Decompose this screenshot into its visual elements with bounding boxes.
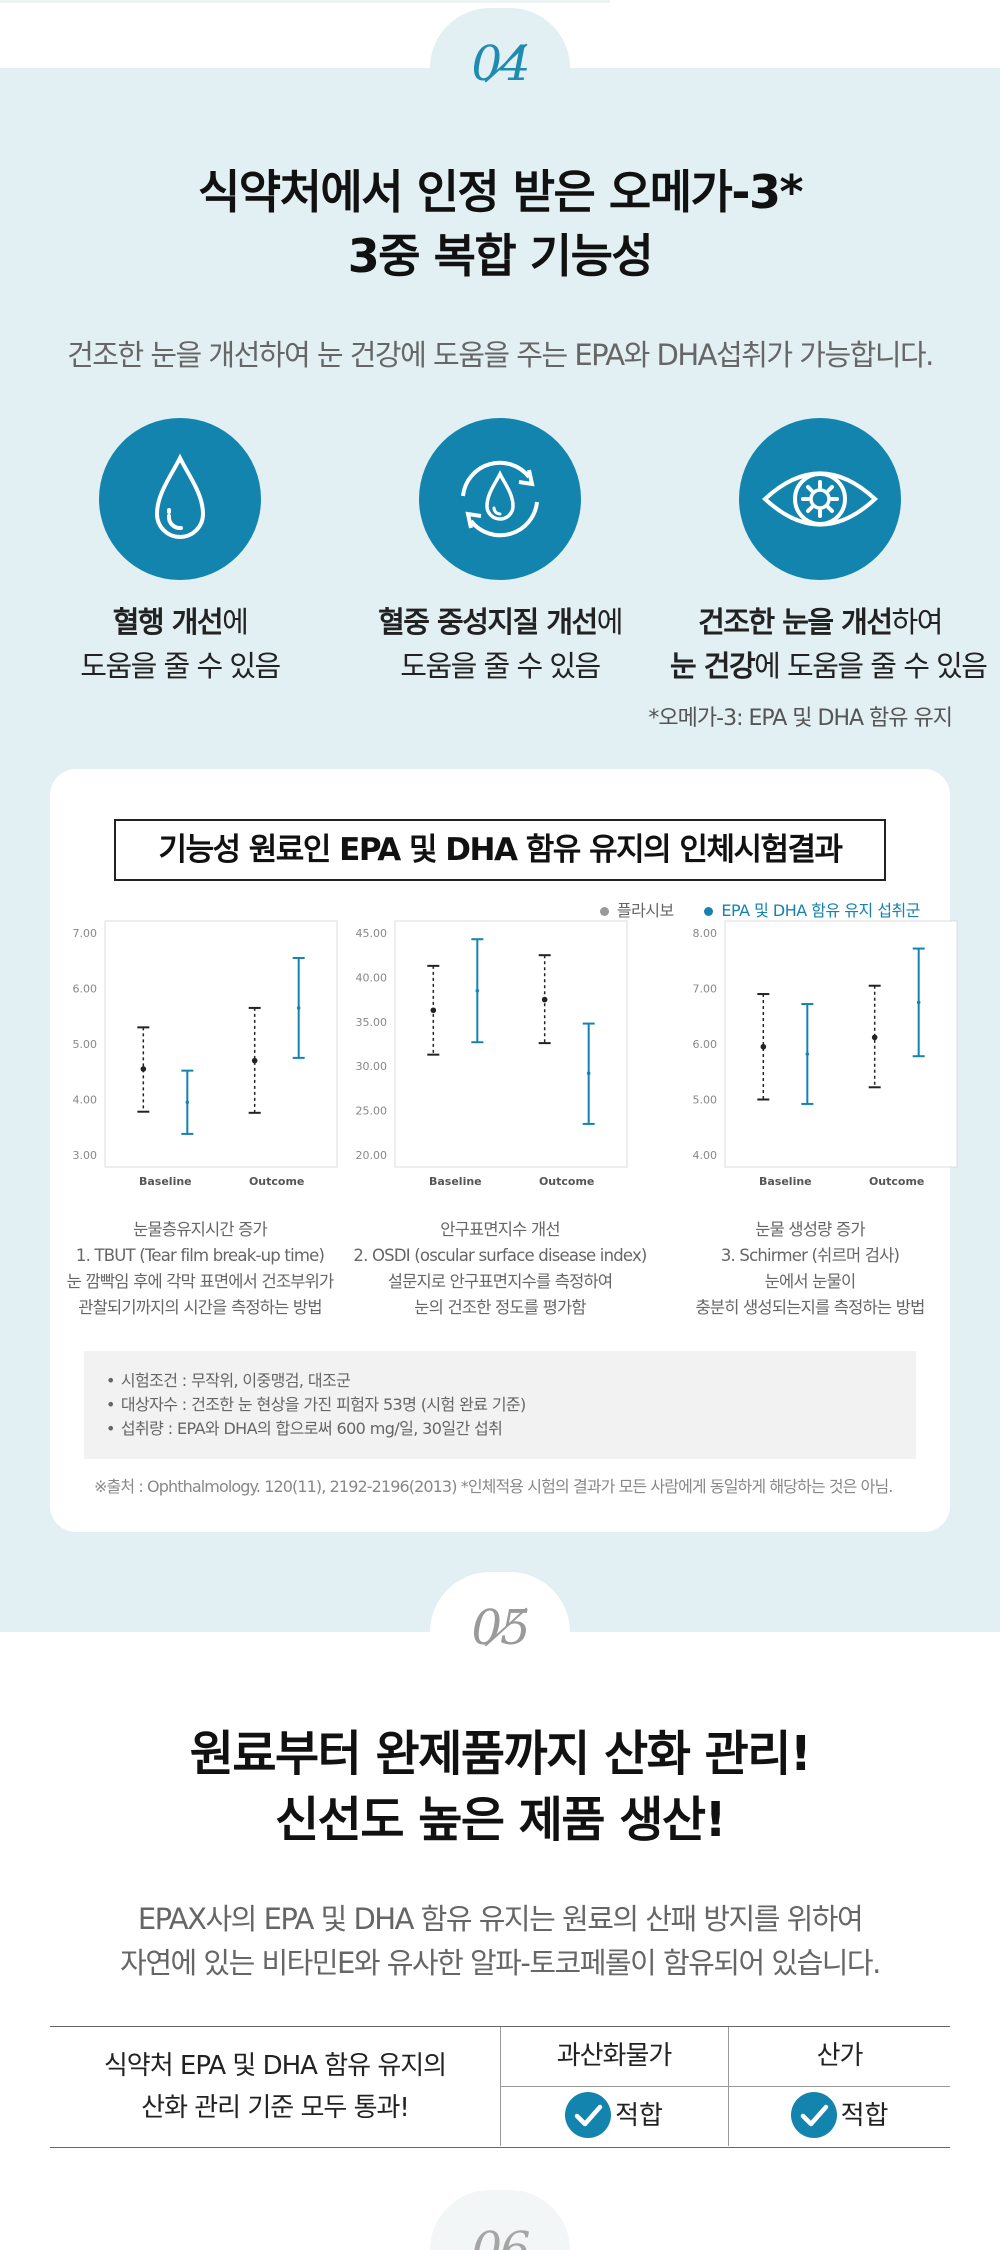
check-icon — [790, 2091, 837, 2138]
section-desc-line1: EPAX사의 EPA 및 DHA 함유 유지는 원료의 산패 방지를 위하여 — [137, 1902, 864, 1936]
chart-frame — [394, 920, 628, 1168]
y-tick-label: 8.00 — [693, 927, 718, 940]
chart-osdi: 20.00 25.00 30.00 35.00 40.00 45.00 Baseline Ou… — [356, 920, 628, 1188]
feature-text: 건조한 눈을 개선하여 눈 건강에 도움을 줄 수 있음 — [670, 605, 988, 683]
chart-schirmer: 4.00 5.00 6.00 7.00 8.00 Baseline Outcome — [693, 920, 958, 1188]
section-subtitle: 건조한 눈을 개선하여 눈 건강에 도움을 주는 EPA와 DHA섭취가 가능합… — [67, 338, 934, 372]
section-number: 05 — [471, 1600, 530, 1656]
y-tick-label: 30.00 — [356, 1060, 388, 1073]
legend-treatment: EPA 및 DHA 함유 유지 섭취군 — [721, 901, 920, 920]
top-divider — [0, 0, 610, 3]
section-desc-line2: 자연에 있는 비타민E와 유사한 알파-토코페롤이 함유되어 있습니다. — [120, 1946, 881, 1980]
table-header-peroxide: 과산화물가 — [556, 2041, 673, 2071]
section-04: 04 식약처에서 인정 받은 오메가-3* 3중 복합 기능성 건조한 눈을 개… — [0, 0, 1000, 1632]
mean-point-placebo — [430, 1007, 437, 1014]
chart-legend: 플라시보 EPA 및 DHA 함유 유지 섭취군 — [574, 897, 920, 921]
x-tick-label: Baseline — [759, 1175, 812, 1188]
y-tick-label: 25.00 — [356, 1105, 388, 1118]
mean-point-treatment — [296, 1006, 301, 1010]
mean-point-treatment — [586, 1071, 591, 1076]
y-tick-label: 6.00 — [693, 1038, 718, 1051]
mean-point-placebo — [541, 996, 548, 1003]
y-tick-label: 45.00 — [356, 927, 388, 940]
x-tick-label: Baseline — [429, 1175, 482, 1188]
circulating-drop-icon — [419, 418, 581, 580]
legend-placebo-dot — [599, 906, 609, 916]
feature-text: 혈행 개선에 도움을 줄 수 있음 — [80, 605, 281, 683]
mean-point-treatment — [805, 1052, 810, 1056]
mean-point-placebo — [251, 1057, 258, 1064]
condition-item: 대상자수 : 건조한 눈 현상을 가진 피험자 53명 (시험 완료 기준) — [106, 1393, 894, 1417]
test-conditions: 시험조건 : 무작위, 이중맹검, 대조군 대상자수 : 건조한 눈 현상을 가… — [84, 1351, 916, 1459]
mean-point-treatment — [475, 988, 480, 993]
section-title-line2: 신선도 높은 제품 생산! — [275, 1792, 726, 1848]
feature-blood-flow: 혈행 개선에 도움을 줄 수 있음 — [30, 418, 330, 688]
table-result-peroxide: 적합 — [500, 2087, 728, 2146]
legend-placebo: 플라시보 — [616, 901, 674, 920]
table-header-acid: 산가 — [816, 2041, 864, 2071]
table-left-cell: 식약처 EPA 및 DHA 함유 유지의 산화 관리 기준 모두 통과! — [103, 2051, 447, 2123]
check-icon — [565, 2091, 612, 2138]
y-tick-label: 7.00 — [73, 927, 98, 940]
chart-desc-tbut: 눈물층유지시간 증가 1. TBUT (Tear film break-up ti… — [66, 1220, 334, 1317]
section-title-line1: 원료부터 완제품까지 산화 관리! — [189, 1726, 812, 1782]
source-note: ※출처 : Ophthalmology. 120(11), 2192-2196(… — [94, 1477, 893, 1496]
feature-triglyceride: 혈중 중성지질 개선에 도움을 줄 수 있음 — [350, 418, 650, 688]
clinical-result-card: 기능성 원료인 EPA 및 DHA 함유 유지의 인체시험결과 플라시보 EPA… — [50, 769, 958, 1532]
mean-point-placebo — [760, 1043, 767, 1050]
mean-point-placebo — [871, 1034, 878, 1041]
oxidation-table: 식약처 EPA 및 DHA 함유 유지의 산화 관리 기준 모두 통과! 과산화… — [50, 2026, 950, 2148]
condition-item: 시험조건 : 무작위, 이중맹검, 대조군 — [106, 1369, 894, 1393]
mean-point-placebo — [140, 1066, 147, 1072]
x-tick-label: Outcome — [869, 1175, 924, 1188]
x-tick-label: Outcome — [249, 1175, 304, 1188]
table-result-acid: 적합 — [729, 2087, 950, 2146]
y-tick-label: 5.00 — [693, 1094, 718, 1107]
eye-gear-icon — [739, 418, 901, 580]
y-tick-label: 4.00 — [73, 1094, 98, 1107]
y-tick-label: 7.00 — [693, 983, 718, 996]
chart-tbut: 3.00 4.00 5.00 6.00 7.00 Baseline Outcome — [73, 920, 338, 1188]
y-tick-label: 6.00 — [73, 983, 98, 996]
table-divider — [500, 2086, 950, 2087]
chart-frame — [724, 920, 958, 1168]
y-tick-label: 3.00 — [73, 1149, 98, 1162]
section-number: 04 — [471, 36, 530, 92]
chart-desc-schirmer: 눈물 생성량 증가 3. Schirmer (쉬르머 검사) 눈에서 눈물이 충분히 … — [695, 1220, 925, 1317]
feature-dry-eye: 건조한 눈을 개선하여 눈 건강에 도움을 줄 수 있음 — [670, 418, 988, 688]
section-title-line1: 식약처에서 인정 받은 오메가-3* — [197, 165, 804, 219]
mean-point-treatment — [916, 1000, 921, 1005]
y-tick-label: 5.00 — [73, 1038, 98, 1051]
y-tick-label: 4.00 — [693, 1149, 718, 1162]
mean-point-treatment — [185, 1100, 190, 1105]
water-drop-icon — [99, 418, 261, 580]
omega-footnote: *오메가-3: EPA 및 DHA 함유 유지 — [648, 706, 953, 731]
x-tick-label: Outcome — [539, 1175, 594, 1188]
y-tick-label: 35.00 — [356, 1016, 388, 1029]
chart-desc-osdi: 안구표면지수 개선 2. OSDI (oscular surface diseas… — [353, 1220, 647, 1317]
legend-treatment-dot — [704, 906, 714, 916]
feature-text: 혈중 중성지질 개선에 도움을 줄 수 있음 — [378, 605, 623, 683]
section-number: 06 — [471, 2222, 530, 2250]
card-title: 기능성 원료인 EPA 및 DHA 함유 유지의 인체시험결과 — [114, 819, 886, 881]
y-tick-label: 40.00 — [356, 971, 388, 984]
x-tick-label: Baseline — [139, 1175, 192, 1188]
section-title-line2: 3중 복합 기능성 — [347, 229, 654, 283]
condition-item: 섭취량 : EPA와 DHA의 합으로써 600 mg/일, 30일간 섭취 — [106, 1417, 894, 1441]
y-tick-label: 20.00 — [356, 1149, 388, 1162]
